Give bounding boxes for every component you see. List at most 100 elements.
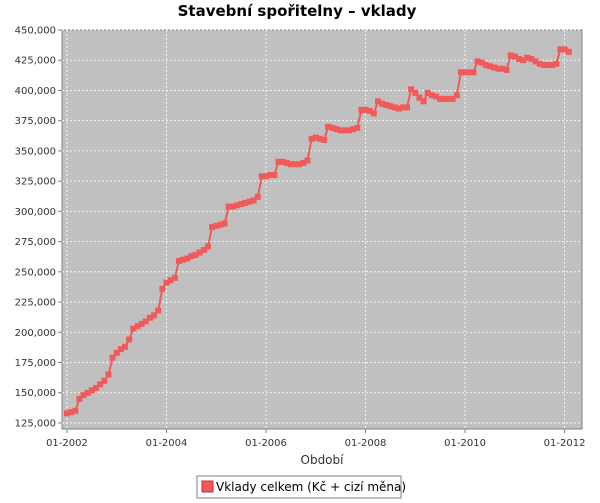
data-point [279,158,286,165]
data-point [366,108,373,115]
data-point [146,314,153,321]
data-point [109,354,116,361]
data-point [524,54,531,61]
chart-title: Stavební spořitelny – vklady [178,2,417,20]
data-point [138,320,145,327]
x-tick-label: 01-2008 [345,438,387,449]
y-tick-label: 450,000 [15,26,56,37]
data-point [159,285,166,292]
data-point [254,193,261,200]
data-point [399,104,406,111]
data-point [486,63,493,70]
data-point [408,86,415,93]
data-point [130,325,137,332]
data-point [553,60,560,67]
data-point [209,224,216,231]
data-point [93,384,100,391]
data-point [213,222,220,229]
y-tick-label: 225,000 [15,298,56,309]
data-point [532,58,539,65]
data-point [63,410,70,417]
data-point [68,409,75,416]
data-point [300,160,307,166]
data-point [142,318,149,325]
data-point [499,65,506,72]
data-point [370,110,377,117]
data-point [391,104,398,111]
data-point [520,57,527,64]
data-point [325,123,332,130]
data-point [217,221,224,228]
data-point [387,103,394,110]
y-tick-label: 425,000 [15,56,56,67]
data-point [449,95,456,102]
series-layer [63,46,572,417]
legend-label: Vklady celkem (Kč + cizí měna) [216,480,406,494]
data-point [420,98,427,105]
data-point [329,124,336,131]
data-point [184,255,191,262]
data-point [445,95,452,102]
data-point [462,69,469,76]
y-tick-label: 250,000 [15,267,56,278]
y-axis: 125,000 150,000 175,000 200,000 225,000 250,0… [15,26,62,429]
x-axis: 01-2002 01-2004 01-2006 01-2008 01-2010 01-20… [46,429,585,449]
data-point [482,62,489,69]
data-point [374,98,381,105]
data-point [528,56,535,63]
data-point [345,127,352,134]
y-tick-label: 275,000 [15,237,56,248]
data-point [221,220,228,227]
y-tick-label: 200,000 [15,328,56,339]
data-point [507,52,514,59]
data-point [76,395,83,402]
data-point [565,48,572,55]
data-point [117,346,124,353]
data-point [337,127,344,134]
data-point [204,243,211,250]
data-point [383,101,390,108]
data-point [113,349,120,356]
data-point [263,173,270,180]
data-point [105,371,112,378]
data-point [457,69,464,76]
data-point [557,46,564,53]
data-point [126,336,133,343]
x-tick-label: 01-2012 [544,438,586,449]
data-point [341,127,348,134]
data-point [171,274,178,281]
data-point [316,135,323,142]
x-tick-label: 01-2002 [46,438,88,449]
data-point [511,53,518,60]
data-point [275,158,282,165]
y-tick-label: 400,000 [15,86,56,97]
data-point [540,62,547,69]
data-point [441,95,448,102]
data-point [470,69,477,76]
data-point [250,197,257,204]
data-point [163,279,170,286]
data-point [175,257,182,264]
data-point [321,137,328,144]
y-tick-label: 175,000 [15,358,56,369]
data-point [242,199,249,206]
data-point [412,89,419,96]
data-point [225,203,232,210]
data-point [267,172,274,179]
data-point [549,62,556,69]
data-point [428,92,435,99]
data-point [503,66,510,73]
x-axis-label: Období [301,453,345,467]
data-point [296,161,303,168]
data-point [358,106,365,113]
data-point [151,312,158,319]
data-point [404,104,411,111]
data-point [167,277,174,284]
data-point [283,160,290,166]
gridlines [62,29,582,429]
data-point [238,201,245,208]
y-tick-label: 350,000 [15,146,56,157]
data-point [478,59,485,66]
legend-box [196,475,402,499]
data-point [134,323,141,330]
